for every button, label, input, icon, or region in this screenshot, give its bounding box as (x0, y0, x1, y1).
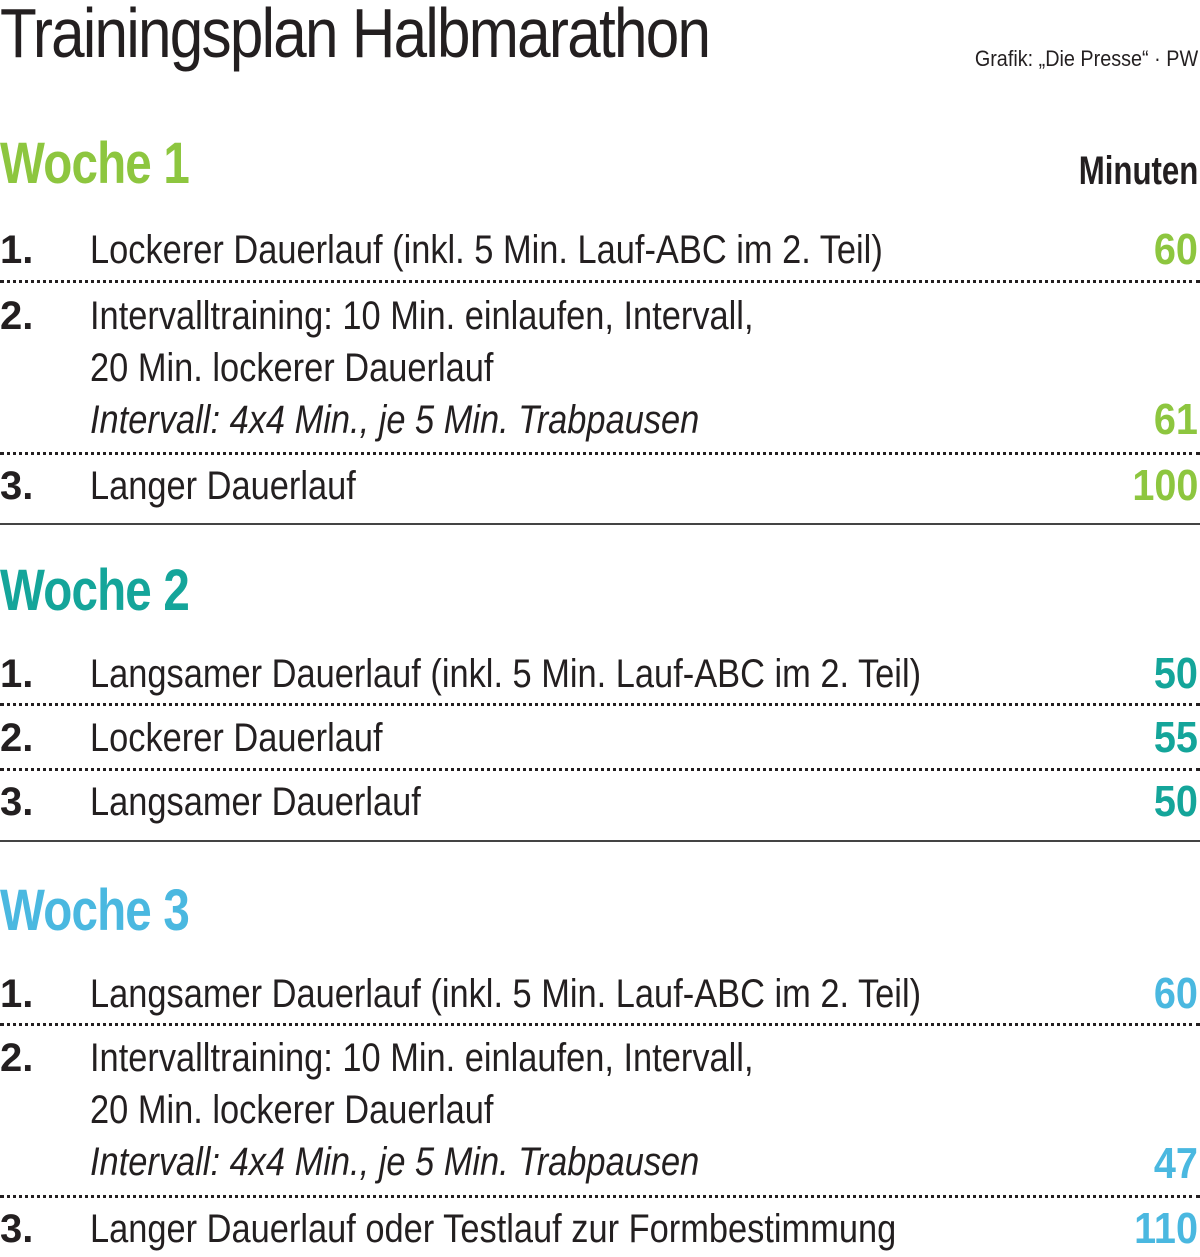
row-text-line: Langer Dauerlauf (90, 464, 356, 508)
row-number: 2. (0, 716, 34, 760)
minutes-column-header: Minuten (1078, 149, 1198, 193)
week-2-title: Woche 2 (0, 558, 190, 623)
row-minutes: 50 (1153, 649, 1198, 698)
row-minutes: 60 (1153, 969, 1198, 1018)
row-minutes: 110 (1134, 1204, 1198, 1253)
dotted-separator (0, 1195, 1200, 1198)
row-text: Lockerer Dauerlauf (90, 712, 907, 764)
row-text: Langer Dauerlauf oder Testlauf zur Formb… (90, 1203, 907, 1255)
row-text-line: Intervalltraining: 10 Min. einlaufen, In… (90, 1036, 754, 1080)
row-text-line: Langer Dauerlauf oder Testlauf zur Formb… (90, 1207, 897, 1251)
row-number: 1. (0, 652, 34, 696)
row-text-line: Lockerer Dauerlauf (inkl. 5 Min. Lauf-AB… (90, 228, 883, 272)
dotted-separator (0, 280, 1200, 283)
page-title: Trainingsplan Halbmarathon (0, 0, 711, 72)
row-text-italic: Intervall: 4x4 Min., je 5 Min. Trabpause… (90, 398, 700, 442)
week-3-title: Woche 3 (0, 878, 190, 943)
row-minutes: 50 (1153, 777, 1198, 826)
row-text: Langer Dauerlauf (90, 460, 907, 512)
row-text: Langsamer Dauerlauf (inkl. 5 Min. Lauf-A… (90, 968, 922, 1020)
dotted-separator (0, 703, 1200, 706)
row-text-line: Langsamer Dauerlauf (inkl. 5 Min. Lauf-A… (90, 652, 922, 696)
row-text-line: Langsamer Dauerlauf (inkl. 5 Min. Lauf-A… (90, 972, 922, 1016)
week-1-title: Woche 1 (0, 131, 190, 196)
week-divider (0, 523, 1200, 525)
row-minutes: 61 (1153, 395, 1198, 444)
graphic-credit: Grafik: „Die Presse“ · PW (974, 46, 1198, 71)
dotted-separator (0, 1023, 1200, 1026)
row-number: 3. (0, 780, 34, 824)
row-number: 2. (0, 1036, 34, 1080)
dotted-separator (0, 768, 1200, 771)
row-text-italic: Intervall: 4x4 Min., je 5 Min. Trabpause… (90, 1140, 700, 1184)
row-text: Lockerer Dauerlauf (inkl. 5 Min. Lauf-AB… (90, 224, 907, 276)
row-number: 1. (0, 972, 34, 1016)
row-text: Langsamer Dauerlauf (90, 776, 907, 828)
row-text-line: Intervalltraining: 10 Min. einlaufen, In… (90, 294, 754, 338)
row-text-line: Lockerer Dauerlauf (90, 716, 383, 760)
row-minutes: 100 (1131, 461, 1198, 510)
row-number: 3. (0, 464, 34, 508)
row-text-line: 20 Min. lockerer Dauerlauf (90, 346, 494, 390)
row-number: 3. (0, 1207, 34, 1251)
row-text-line: 20 Min. lockerer Dauerlauf (90, 1088, 494, 1132)
row-text: Intervalltraining: 10 Min. einlaufen, In… (90, 290, 907, 446)
row-number: 1. (0, 228, 34, 272)
dotted-separator (0, 452, 1200, 455)
row-minutes: 47 (1153, 1139, 1198, 1188)
row-text: Intervalltraining: 10 Min. einlaufen, In… (90, 1032, 907, 1188)
row-text-line: Langsamer Dauerlauf (90, 780, 421, 824)
row-minutes: 60 (1153, 225, 1198, 274)
week-divider (0, 840, 1200, 842)
row-number: 2. (0, 294, 34, 338)
row-minutes: 55 (1153, 713, 1198, 762)
row-text: Langsamer Dauerlauf (inkl. 5 Min. Lauf-A… (90, 648, 922, 700)
